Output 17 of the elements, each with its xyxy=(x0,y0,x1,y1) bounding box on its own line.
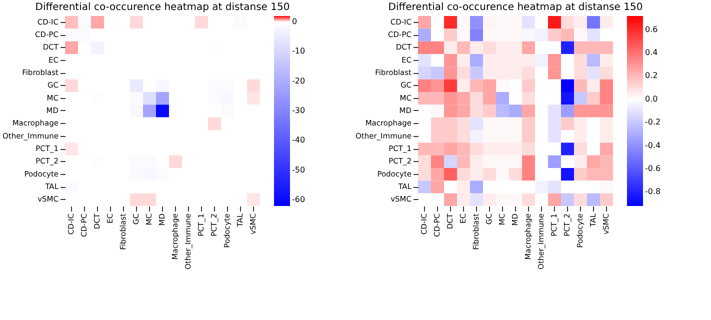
color-bar-label: -20 xyxy=(292,76,306,86)
chart-title: Differential co-occurence heatmap at distanse 150 xyxy=(388,2,643,13)
color-bar-label: 0.0 xyxy=(645,94,658,104)
color-bar-label: -40 xyxy=(292,136,306,145)
color-bar-label: -30 xyxy=(292,106,306,115)
color-bar-label: -50 xyxy=(292,165,306,174)
color-bar-label: 0.6 xyxy=(645,24,658,34)
color-bar-label: -10 xyxy=(292,46,306,56)
color-bar-label: -0.2 xyxy=(645,118,661,127)
color-bar-label: 0.4 xyxy=(645,48,658,58)
chart-title: Differential co-occurence heatmap at distanse 150 xyxy=(35,2,290,13)
color-bar-label: -0.6 xyxy=(645,164,661,173)
color-bar-label: -0.8 xyxy=(645,187,661,196)
color-bar-label: -60 xyxy=(292,195,306,204)
color-bar-label: 0.2 xyxy=(645,71,658,80)
color-bar-label: -0.4 xyxy=(645,140,661,150)
color-bar-label: 0 xyxy=(292,16,298,26)
